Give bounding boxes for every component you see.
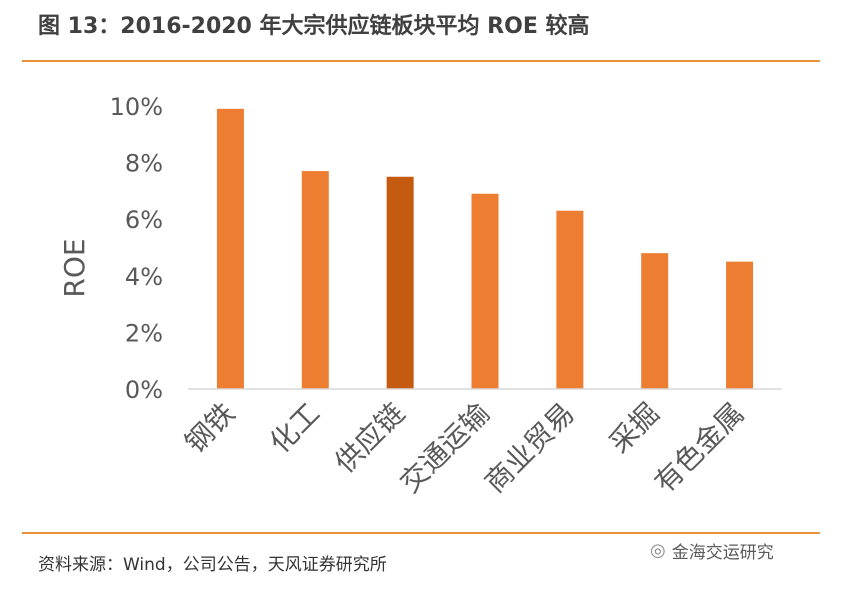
y-axis-label: ROE	[58, 238, 91, 297]
bar-6	[641, 253, 669, 389]
bar-4	[471, 193, 499, 389]
y-tick-label: 10%	[110, 93, 163, 121]
bar-5	[556, 210, 584, 389]
category-label: 有色金属	[648, 397, 751, 500]
y-tick-label: 8%	[125, 150, 163, 178]
y-tick-label: 0%	[125, 376, 163, 404]
bar-2	[301, 171, 329, 389]
y-tick-labels: 0% 2% 4% 6% 8% 10%	[110, 93, 163, 404]
bars	[216, 108, 754, 389]
category-label: 供应链	[328, 397, 411, 480]
category-label: 化工	[263, 397, 326, 460]
y-tick-label: 6%	[125, 206, 163, 234]
category-label: 采掘	[603, 397, 666, 460]
bar-7	[726, 261, 754, 389]
footer-divider	[22, 532, 820, 534]
title-divider	[22, 60, 820, 62]
watermark: ◎ 金海交运研究	[650, 538, 774, 563]
category-label: 交通运输	[393, 397, 496, 500]
y-tick-label: 4%	[125, 263, 163, 291]
category-label: 钢铁	[178, 397, 241, 460]
wechat-icon: ◎	[650, 540, 666, 561]
category-label: 商业贸易	[478, 397, 581, 500]
bar-1	[216, 108, 244, 389]
watermark-text: 金海交运研究	[671, 543, 774, 563]
chart-title: 图 13：2016-2020 年大宗供应链板块平均 ROE 较高	[38, 14, 590, 39]
source-note: 资料来源：Wind，公司公告，天风证券研究所	[38, 555, 387, 575]
y-tick-label: 2%	[125, 319, 163, 347]
bar-3	[386, 176, 414, 389]
